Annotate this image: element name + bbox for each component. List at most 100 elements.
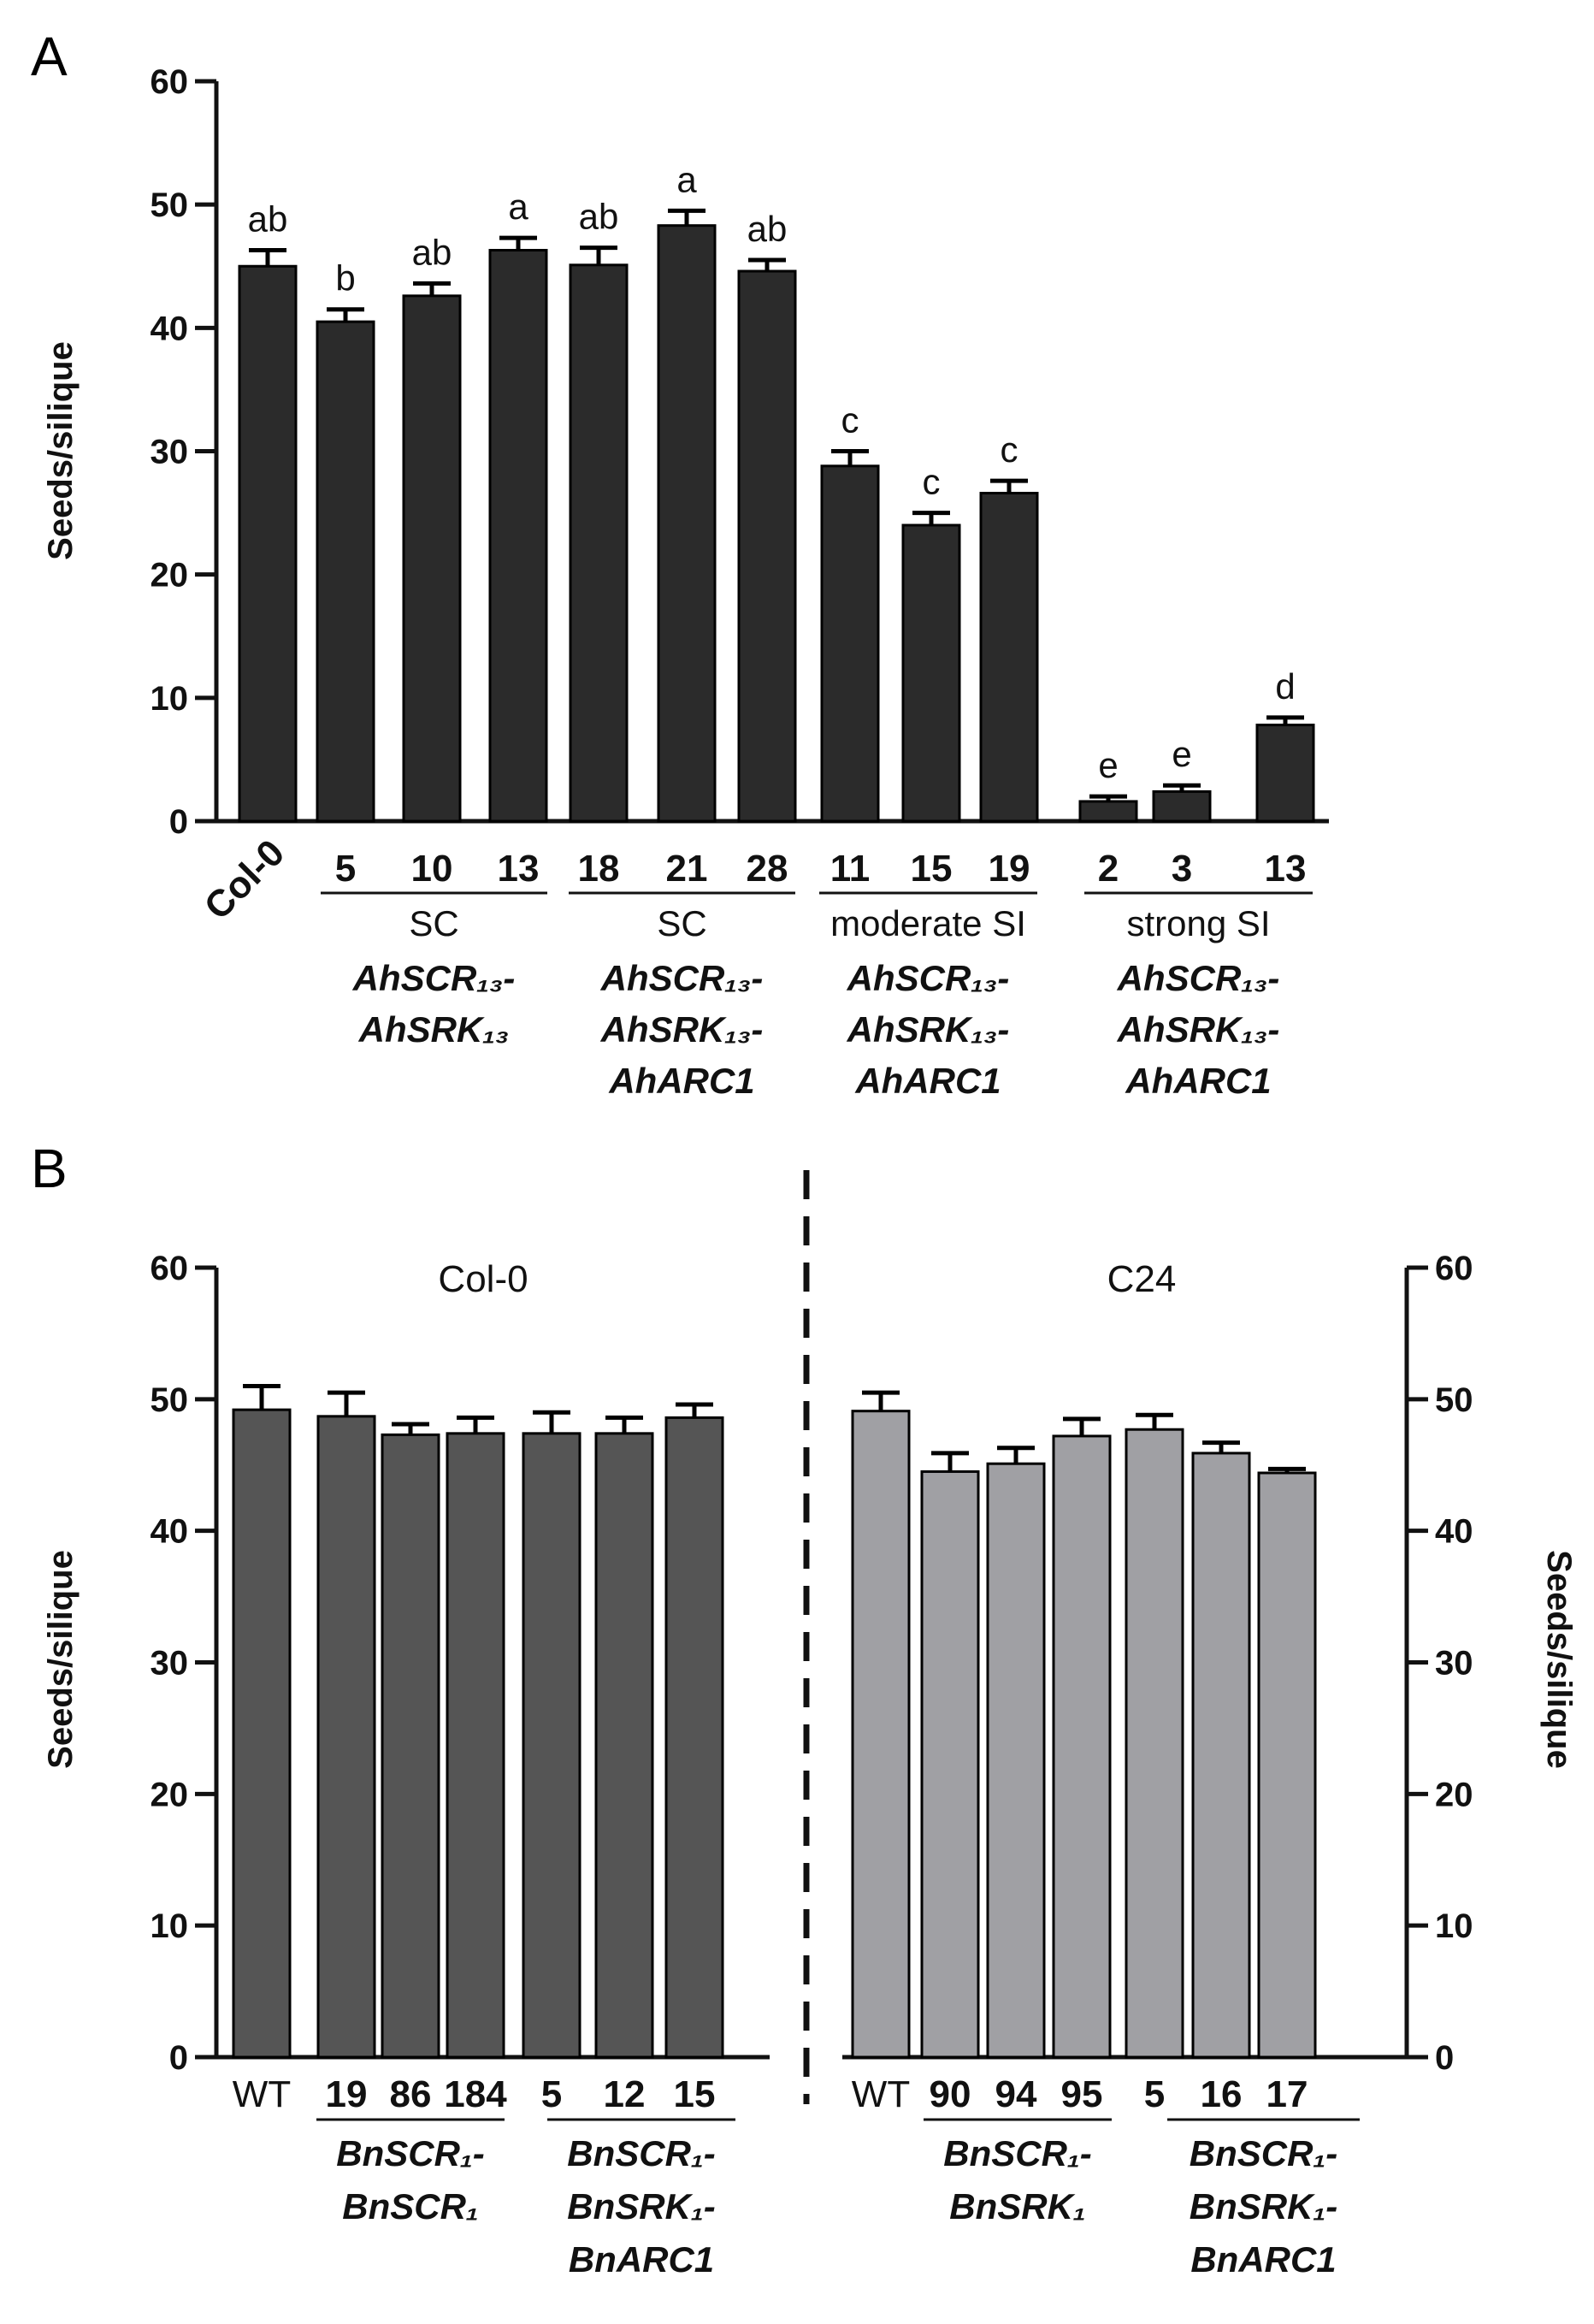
panel-b-title-c24: C24 — [1107, 1258, 1177, 1300]
panel-a-group-gene: AhARC1 — [608, 1061, 754, 1101]
panel-b-right-y-tick-label: 0 — [1435, 2039, 1454, 2077]
panel-a-category-label: 11 — [830, 848, 871, 890]
panel-b-category-label: 5 — [541, 2073, 562, 2115]
panel-a-bar — [901, 523, 961, 823]
panel-b-category-label: 90 — [930, 2073, 971, 2115]
panel-a-significance-label: e — [1172, 734, 1191, 774]
panel-b-right-y-tick-label: 60 — [1435, 1250, 1473, 1287]
panel-a-category-label: 19 — [989, 848, 1030, 890]
panel-b-left-y-tick-label: 10 — [151, 1907, 189, 1945]
panel-b-title-col0: Col-0 — [438, 1258, 528, 1300]
panel-a-error-bars — [249, 208, 1304, 801]
panel-a-significance-label: d — [1275, 666, 1295, 707]
panel-a-bar — [737, 269, 797, 823]
panel-b-bar — [446, 1432, 505, 2059]
panel-a-group-labels: SC AhSCR₁₃- AhSRK₁₃ SC AhSCR₁₃- AhSRK₁₃- AhARC… — [321, 891, 1313, 1101]
panel-a-significance-label: b — [335, 258, 355, 299]
panel-b-right-y-tick-label: 20 — [1435, 1776, 1473, 1813]
panel-b-bar — [594, 1432, 654, 2059]
panel-a-significance-label: a — [676, 159, 697, 199]
panel-b-group-gene: BnSRK₁ — [949, 2186, 1085, 2226]
panel-b-group-gene: BnSCR₁- — [1190, 2133, 1337, 2173]
panel-a-label: A — [31, 26, 68, 87]
panel-b-right-y-tick-label: 30 — [1435, 1645, 1473, 1682]
panel-a-category-label: Col-0 — [197, 831, 292, 927]
panel-b-group-gene: BnSCR₁ — [342, 2186, 478, 2226]
panel-b-right-y-axis-label: Seeds/silique — [1540, 1550, 1578, 1769]
panel-a-group-gene: AhSCR₁₃- — [847, 958, 1010, 998]
panel-a-bar — [1078, 800, 1138, 823]
panel-a-group-gene: AhSRK₁₃- — [600, 1009, 764, 1050]
panel-a-category-label: 21 — [666, 848, 708, 890]
panel-a-group-gene: AhSCR₁₃- — [1117, 958, 1280, 998]
panel-b-category-label: 19 — [326, 2073, 368, 2115]
panel-b-category-labels: WT 19 86 184 5 12 15 WT 90 94 95 5 16 17 — [233, 2073, 1308, 2115]
panel-b-group-gene: BnSCR₁- — [336, 2133, 484, 2173]
panel-a-category-label: 28 — [747, 848, 788, 890]
panel-a-category-label: 18 — [578, 848, 620, 890]
panel-a-group-phenotype: moderate SI — [830, 903, 1026, 943]
panel-b-right-y-tick-label: 10 — [1435, 1907, 1473, 1945]
panel-b-right-y-tick-label: 40 — [1435, 1513, 1473, 1551]
panel-b-bar — [1125, 1428, 1184, 2059]
panel-a-significance-label: c — [923, 462, 941, 502]
panel-a-group-gene: AhSCR₁₃- — [352, 958, 516, 998]
panel-b-category-label: 95 — [1061, 2073, 1103, 2115]
panel-a-bar — [657, 224, 717, 823]
panel-a-significance-labels: ab b ab a ab a ab c c c e e d — [248, 159, 1296, 785]
panel-b-bar — [986, 1462, 1046, 2059]
panel-a-category-label: 2 — [1098, 848, 1119, 890]
panel-a-category-label: 5 — [335, 848, 356, 890]
panel-a-category-label: 3 — [1172, 848, 1192, 890]
panel-a-group-gene: AhARC1 — [854, 1061, 1001, 1101]
panel-a-bar — [402, 294, 462, 823]
panel-b-left-y-axis-label: Seeds/silique — [42, 1550, 80, 1769]
panel-a-y-tick-label: 30 — [151, 434, 189, 471]
panel-a-y-tick-label: 40 — [151, 310, 189, 347]
panel-b-category-label: 17 — [1266, 2073, 1308, 2115]
panel-a-group-phenotype: strong SI — [1126, 903, 1270, 943]
panel-a-significance-label: c — [841, 400, 859, 441]
panel-b-left-y-tick-label: 50 — [151, 1381, 189, 1419]
panel-a-y-tick-label: 50 — [151, 186, 189, 224]
panel-a-group-phenotype: SC — [409, 903, 458, 943]
panel-a-group-gene: AhARC1 — [1125, 1061, 1271, 1101]
panel-b-category-label: 94 — [995, 2073, 1037, 2115]
panel-b-bar — [920, 1470, 980, 2059]
panel-a-category-label: 13 — [1265, 848, 1307, 890]
panel-b-group-gene: BnARC1 — [1190, 2239, 1336, 2280]
panel-b-group-gene: BnSRK₁- — [1190, 2186, 1337, 2226]
panel-b-bar — [664, 1416, 724, 2059]
panel-a-significance-label: ab — [412, 232, 452, 272]
panel-a-significance-label: ab — [579, 197, 619, 237]
panel-b-bar — [232, 1408, 292, 2059]
panel-b-category-label: WT — [233, 2073, 291, 2115]
panel-b-bar — [1257, 1471, 1317, 2059]
panel-a-bar — [1255, 724, 1315, 823]
panel-b-category-label: 16 — [1201, 2073, 1243, 2115]
panel-a-y-tick-label: 10 — [151, 680, 189, 718]
panel-a-significance-label: e — [1098, 745, 1118, 785]
panel-a-group-gene: AhSCR₁₃- — [600, 958, 764, 998]
panel-b-left-y-tick-label: 30 — [151, 1645, 189, 1682]
panel-b-category-label: 184 — [444, 2073, 507, 2115]
panel-b-bar — [522, 1432, 582, 2059]
panel-a-bars — [238, 224, 1315, 823]
panel-b-group-gene: BnSCR₁- — [567, 2133, 715, 2173]
panel-b-right-y-tick-label: 50 — [1435, 1381, 1473, 1419]
panel-b-category-label: 15 — [674, 2073, 716, 2115]
panel-b-category-label: 12 — [604, 2073, 646, 2115]
panel-b-left-y-tick-label: 20 — [151, 1776, 189, 1813]
panel-a-significance-label: a — [508, 186, 528, 227]
panel-a-y-tick-label: 20 — [151, 557, 189, 594]
panel-a-bar — [238, 264, 298, 823]
panel-b-y-ticks: 0 0 10 10 20 20 30 30 40 40 50 50 60 60 — [151, 1250, 1473, 2077]
panel-a-bar — [1152, 789, 1212, 823]
panel-b-bar — [851, 1410, 911, 2059]
panel-b-bar — [1191, 1452, 1251, 2059]
panel-b-left-y-tick-label: 60 — [151, 1250, 189, 1287]
panel-b-bars — [232, 1408, 1317, 2059]
panel-b-group-labels: BnSCR₁- BnSCR₁ BnSCR₁- BnSRK₁- BnARC1 BnSCR₁-… — [316, 2118, 1360, 2280]
panel-b-error-bars — [243, 1383, 1306, 1473]
